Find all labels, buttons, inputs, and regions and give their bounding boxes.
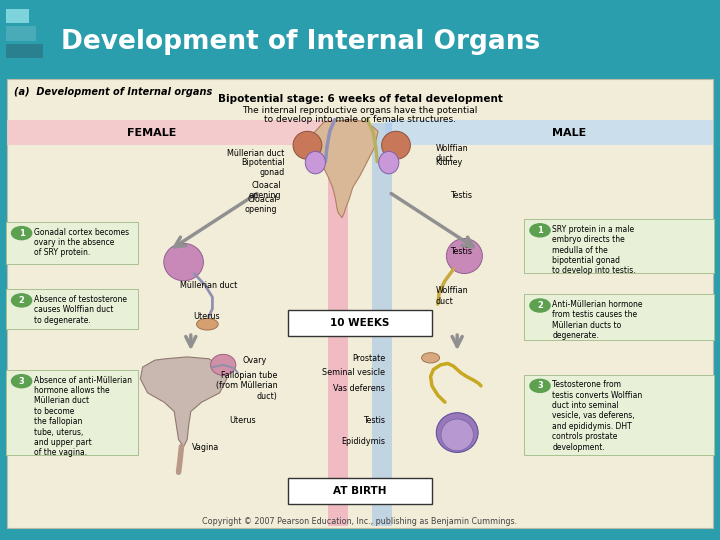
Text: Bipotential stage: 6 weeks of fetal development: Bipotential stage: 6 weeks of fetal deve… bbox=[217, 94, 503, 104]
Text: Uterus: Uterus bbox=[193, 312, 220, 321]
Text: Fallopian tube
(from Müllerian
duct): Fallopian tube (from Müllerian duct) bbox=[215, 371, 277, 401]
Text: Testis: Testis bbox=[363, 416, 385, 426]
Text: MALE: MALE bbox=[552, 127, 586, 138]
Ellipse shape bbox=[293, 131, 322, 159]
Text: Testosterone from
testis converts Wolffian
duct into seminal
vesicle, vas defere: Testosterone from testis converts Wolffi… bbox=[552, 380, 642, 451]
Ellipse shape bbox=[379, 151, 399, 174]
Text: 3: 3 bbox=[537, 381, 543, 390]
FancyBboxPatch shape bbox=[385, 119, 713, 145]
Text: Kidney: Kidney bbox=[436, 158, 463, 167]
Text: 1: 1 bbox=[19, 228, 24, 238]
Text: Vas deferens: Vas deferens bbox=[333, 384, 385, 393]
Text: FEMALE: FEMALE bbox=[127, 127, 176, 138]
Circle shape bbox=[12, 375, 32, 388]
Ellipse shape bbox=[446, 239, 482, 274]
Text: Absence of testosterone
causes Wolffian duct
to degenerate.: Absence of testosterone causes Wolffian … bbox=[34, 295, 127, 325]
Text: 1: 1 bbox=[537, 226, 543, 235]
Text: Uterus: Uterus bbox=[229, 416, 256, 426]
FancyBboxPatch shape bbox=[6, 222, 138, 264]
FancyBboxPatch shape bbox=[6, 26, 36, 41]
Text: Wolffian
duct: Wolffian duct bbox=[436, 287, 468, 306]
Text: Müllerian duct: Müllerian duct bbox=[227, 148, 284, 158]
Text: Copyright © 2007 Pearson Education, Inc., publishing as Benjamin Cummings.: Copyright © 2007 Pearson Education, Inc.… bbox=[202, 517, 518, 526]
Polygon shape bbox=[313, 119, 378, 218]
Text: Epididymis: Epididymis bbox=[341, 437, 385, 447]
Text: (a)  Development of Internal organs: (a) Development of Internal organs bbox=[14, 87, 212, 97]
Circle shape bbox=[12, 227, 32, 240]
Ellipse shape bbox=[305, 151, 325, 174]
Text: Cloacal
opening: Cloacal opening bbox=[245, 195, 277, 214]
Text: 10 WEEKS: 10 WEEKS bbox=[330, 318, 390, 328]
Text: Vagina: Vagina bbox=[192, 443, 220, 452]
Ellipse shape bbox=[382, 131, 410, 159]
FancyBboxPatch shape bbox=[6, 289, 138, 329]
Text: Testis: Testis bbox=[450, 247, 472, 256]
Ellipse shape bbox=[163, 244, 204, 281]
Circle shape bbox=[530, 379, 550, 393]
Text: Absence of anti-Müllerian
hormone allows the
Müllerian duct
to become
the fallop: Absence of anti-Müllerian hormone allows… bbox=[34, 376, 132, 457]
Text: Müllerian duct: Müllerian duct bbox=[180, 281, 238, 290]
FancyBboxPatch shape bbox=[288, 310, 432, 336]
Text: Bipotential
gonad: Bipotential gonad bbox=[240, 158, 284, 177]
FancyBboxPatch shape bbox=[524, 219, 714, 273]
FancyBboxPatch shape bbox=[372, 123, 392, 526]
Text: Prostate: Prostate bbox=[352, 354, 385, 363]
Text: Anti-Müllerian hormone
from testis causes the
Müllerian ducts to
degenerate.: Anti-Müllerian hormone from testis cause… bbox=[552, 300, 643, 340]
Text: The internal reproductive organs have the potential: The internal reproductive organs have th… bbox=[243, 106, 477, 114]
Text: SRY protein in a male
embryo directs the
medulla of the
bipotential gonad
to dev: SRY protein in a male embryo directs the… bbox=[552, 225, 636, 275]
Text: Seminal vesicle: Seminal vesicle bbox=[323, 368, 385, 377]
FancyBboxPatch shape bbox=[524, 375, 714, 455]
Text: 3: 3 bbox=[19, 377, 24, 386]
Text: 2: 2 bbox=[19, 296, 24, 305]
Text: Ovary: Ovary bbox=[242, 356, 266, 364]
Text: Wolffian
duct: Wolffian duct bbox=[436, 144, 468, 163]
FancyBboxPatch shape bbox=[6, 9, 29, 23]
Text: Development of Internal Organs: Development of Internal Organs bbox=[61, 29, 541, 55]
FancyBboxPatch shape bbox=[7, 78, 713, 528]
Text: Gonadal cortex becomes
ovary in the absence
of SRY protein.: Gonadal cortex becomes ovary in the abse… bbox=[34, 227, 129, 258]
Ellipse shape bbox=[197, 319, 218, 330]
Text: Cloacal
opening: Cloacal opening bbox=[248, 181, 281, 200]
Polygon shape bbox=[140, 357, 227, 447]
FancyBboxPatch shape bbox=[6, 370, 138, 455]
Ellipse shape bbox=[436, 413, 478, 453]
Text: Testis: Testis bbox=[450, 191, 472, 200]
Ellipse shape bbox=[210, 354, 236, 375]
Text: AT BIRTH: AT BIRTH bbox=[333, 486, 387, 496]
Text: 2: 2 bbox=[537, 301, 543, 310]
FancyBboxPatch shape bbox=[328, 123, 348, 526]
Ellipse shape bbox=[422, 353, 439, 363]
Circle shape bbox=[530, 224, 550, 237]
Circle shape bbox=[530, 299, 550, 312]
FancyBboxPatch shape bbox=[524, 294, 714, 340]
Text: to develop into male or female structures.: to develop into male or female structure… bbox=[264, 115, 456, 124]
FancyBboxPatch shape bbox=[7, 119, 335, 145]
Circle shape bbox=[12, 294, 32, 307]
Ellipse shape bbox=[441, 419, 474, 451]
FancyBboxPatch shape bbox=[288, 478, 432, 504]
FancyBboxPatch shape bbox=[6, 44, 43, 58]
